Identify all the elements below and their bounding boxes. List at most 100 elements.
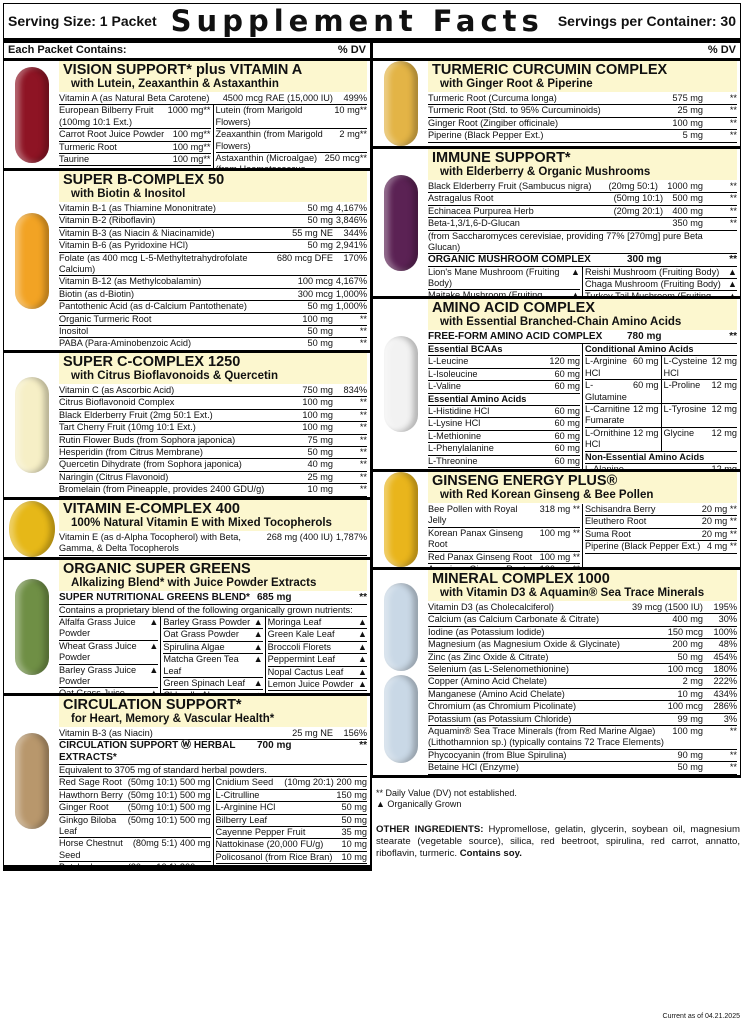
ingredient-name: Vitamin B-12 (as Methylcobalamin): [59, 276, 202, 287]
ingredient-name: Oat Grass Powder: [163, 629, 239, 640]
ingredient-name: Naringin (Citrus Flavonoid): [59, 471, 169, 482]
ingredient-name: Copper (Amino Acid Chelate): [428, 676, 547, 687]
daily-value: 180%: [713, 664, 738, 675]
ingredient-row: Glycine 12 mg: [660, 427, 737, 451]
blend-name: SUPER NUTRITIONAL GREENS BLEND*: [59, 592, 250, 603]
ingredient-name: L-Alanine: [585, 464, 624, 472]
ingredient-amount: 12 mg: [711, 380, 737, 391]
nutrient-row: Vitamin B-12 (as Methylcobalamin) 100 mcg…: [59, 276, 367, 289]
ingredient-column: Barley Grass Powder ▲ Oat Grass Powder ▲ Spi…: [160, 617, 263, 693]
nutrient-row: Inositol 50 mg **: [59, 326, 367, 339]
ingredient-row: Green Spinach Leaf ▲: [163, 678, 263, 691]
nutrient-row: Vitamin B-1 (as Thiamine Mononitrate) 50 …: [59, 203, 367, 216]
daily-value: **: [729, 726, 737, 737]
ingredient-name: L-Glutamine: [585, 380, 627, 402]
ingredient-row: Red Sage Root (50mg 10:1) 500 mg: [59, 777, 211, 790]
ingredient-row: Green Kale Leaf ▲: [267, 629, 367, 642]
ingredient-amount: 100 mg: [672, 117, 703, 128]
ingredient-amount: 100 mg: [672, 726, 703, 737]
ingredient-amount: 90 mg: [677, 749, 703, 760]
blend-amount: 780 mg: [627, 331, 662, 342]
ingredient-row: L-Leucine 120 mg: [428, 356, 580, 369]
ingredient-name: Korean Panax Ginseng Root: [428, 527, 524, 550]
ingredient-name: Turkey Tail Mushroom (Fruiting Body): [585, 291, 712, 299]
blend-name: CIRCULATION SUPPORT Ⓦ HERBAL EXTRACTS*: [59, 740, 236, 764]
nutrient-row: Selenium (as L-Selenomethionine) 100 mcg 1…: [428, 664, 738, 677]
dv-label: % DV: [337, 44, 366, 56]
ingredient-column: Reishi Mushroom (Fruiting Body) ▲ Chaga Mu…: [582, 266, 737, 299]
nutrient-row: Vitamin A (as Natural Beta Carotene) 4500…: [59, 93, 367, 106]
ingredient-amount: ▲: [253, 629, 263, 640]
ingredient-name: Quercetin Dihydrate (from Sophora japoni…: [59, 459, 242, 470]
ingredient-amount: 750 mg: [302, 385, 333, 395]
ingredient-row: Chlorella Algae ▲: [163, 690, 262, 693]
ingredient-column: Red Sage Root (50mg 10:1) 500 mg Hawthorn …: [59, 777, 211, 868]
ingredient-name: Schisandra Berry: [585, 504, 656, 514]
daily-value: 3%: [723, 713, 737, 724]
daily-value: **: [359, 409, 367, 420]
ingredient-name: Suma Root: [585, 528, 631, 539]
ingredient-amount: 50 mg: [307, 301, 333, 312]
ingredient-name: Ginger Root (Zingiber officinale): [428, 117, 559, 128]
ingredient-column: European Bilberry Fruit (100mg 10:1 Ext.…: [59, 105, 211, 168]
ingredient-row: Barley Grass Juice Powder ▲: [59, 665, 159, 689]
daily-value: 1,787%: [335, 532, 367, 542]
nutrient-row: Iodine (as Potassium Iodide) 150 mcg 100%: [428, 627, 737, 640]
ingredient-name: Zinc (as Zinc Oxide & Citrate): [428, 651, 549, 662]
nutrient-row: Quercetin Dihydrate (from Sophora japoni…: [59, 459, 367, 472]
daily-value: **: [359, 397, 367, 408]
ingredient-amount: ▲: [357, 617, 367, 627]
ingredient-amount: 100 mcg: [667, 664, 703, 675]
ingredient-name: Phycocyanin (from Blue Spirulina): [428, 749, 567, 760]
ingredient-amount: 35 mg: [341, 827, 367, 838]
ingredient-columns: Red Sage Root (50mg 10:1) 500 mg Hawthorn …: [59, 777, 367, 868]
ingredient-name: L-Leucine: [428, 356, 469, 367]
ingredient-row: L-Valine 60 mg: [428, 381, 580, 394]
ingredient-name: Red Sage Root: [59, 777, 122, 788]
capsule-image: [4, 560, 59, 693]
ingredient-amount: 25 mg NE: [292, 728, 333, 738]
ingredient-columns: European Bilberry Fruit (100mg 10:1 Ext.…: [59, 105, 367, 168]
ingredient-row: L-Cysteine HCl 12 mg: [660, 356, 737, 380]
section-body: CIRCULATION SUPPORT* for Heart, Memory & …: [59, 696, 370, 865]
daily-value: 454%: [713, 651, 738, 662]
ingredient-amount: 100 mg: [302, 422, 333, 433]
section-body: TURMERIC CURCUMIN COMPLEX with Ginger Roo…: [428, 61, 740, 146]
ingredient-name: Eleuthero Root: [585, 516, 647, 527]
other-ingredients-text: Hypromellose, gelatin, glycerin, soybean…: [376, 824, 740, 859]
ingredient-name: Butcher's Broom Root: [59, 862, 98, 868]
capsule-icon: [14, 66, 49, 163]
ingredient-name: Echinacea Purpurea Herb: [428, 205, 534, 216]
section-body: VITAMIN E-COMPLEX 400 100% Natural Vitami…: [59, 500, 370, 557]
capsule-icon: [383, 472, 418, 567]
ingredient-amount: 40 mg: [307, 459, 333, 470]
ingredient-name: Vitamin D3 (as Cholecalciferol): [428, 602, 554, 612]
supplement-section: TURMERIC CURCUMIN COMPLEX with Ginger Roo…: [373, 61, 740, 149]
ingredient-name: L-Lysine HCl: [428, 418, 481, 429]
ingredient-amount: ▲: [253, 641, 263, 652]
ingredient-amount: (50mg 10:1) 500 mg: [127, 777, 211, 788]
daily-value: 195%: [713, 602, 738, 612]
ingredient-amount: ▲: [570, 266, 580, 277]
daily-value: 344%: [343, 227, 368, 238]
blend-name: ORGANIC MUSHROOM COMPLEX: [428, 253, 591, 265]
ingredient-row: Oat Grass Juice Powder ▲: [59, 688, 158, 693]
ingredient-pair: L-Ornithine HCl 12 mg Glycine 12 mg: [585, 427, 737, 452]
blend-amount: 300 mg: [627, 253, 662, 265]
ingredient-amount: 25 mg: [677, 105, 703, 116]
capsule-icon: [383, 582, 418, 671]
ingredient-name: Beta-1,3/1,6-D-Glucan: [428, 218, 520, 229]
nutrient-row: Chromium (as Chromium Picolinate) 100 mcg…: [428, 701, 737, 714]
ingredient-amount: 680 mcg DFE: [276, 252, 333, 263]
supplement-section: SUPER C-COMPLEX 1250 with Citrus Bioflavo…: [4, 353, 370, 500]
section-body: SUPER C-COMPLEX 1250 with Citrus Bioflavo…: [59, 353, 370, 497]
daily-value: 222%: [713, 676, 738, 687]
ingredient-name: Black Elderberry Fruit (Sambucus nigra): [428, 181, 592, 191]
ingredient-name: Ginkgo Biloba Leaf: [59, 814, 117, 837]
ingredient-name: Piperine (Black Pepper Ext.): [428, 130, 544, 141]
ingredient-amount: 100 mg: [302, 409, 333, 420]
nutrient-row: Citrus Bioflavonoid Complex 100 mg **: [59, 397, 367, 410]
nutrient-row: Vitamin B-3 (as Niacin) 25 mg NE 156%: [59, 728, 367, 741]
daily-value: **: [359, 326, 367, 337]
